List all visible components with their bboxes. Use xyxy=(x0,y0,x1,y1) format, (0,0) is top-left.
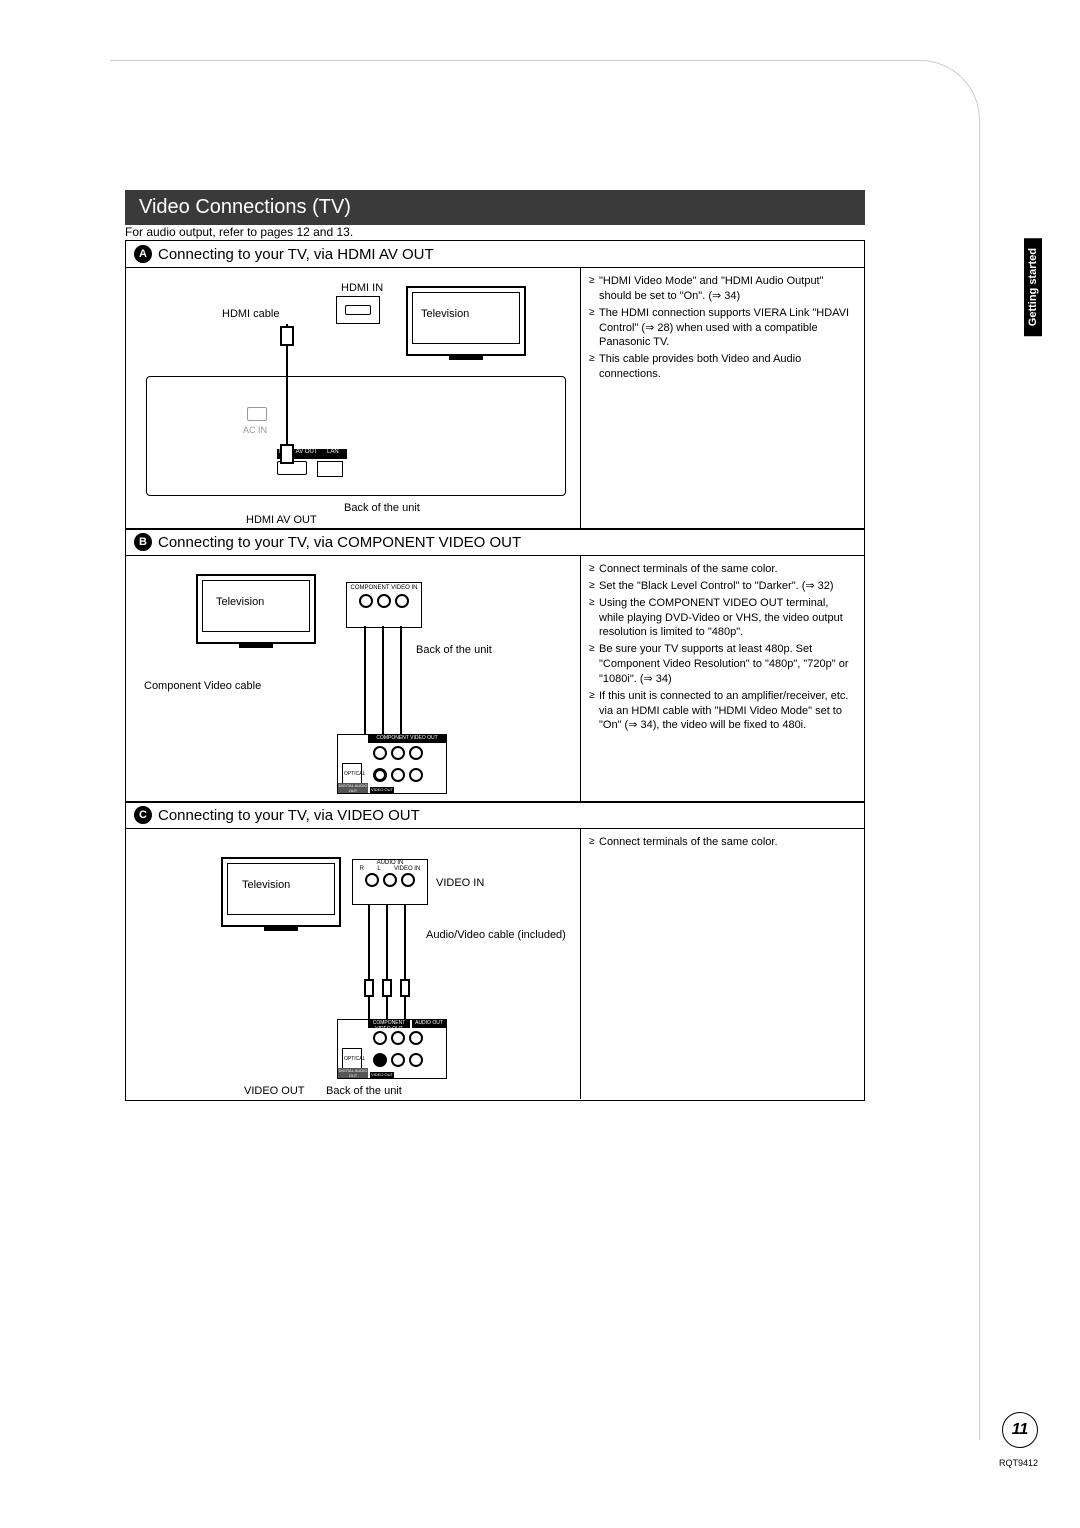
pcm-b: (PCM/BITSTREAM) xyxy=(338,793,374,798)
section-c: C Connecting to your TV, via VIDEO OUT T… xyxy=(125,801,865,1101)
note: Be sure your TV supports at least 480p. … xyxy=(589,642,856,687)
note: The HDMI connection supports VIERA Link … xyxy=(589,306,856,351)
note: Connect terminals of the same color. xyxy=(589,562,856,577)
section-title: Video Connections (TV) xyxy=(139,196,351,218)
television-label-c: Television xyxy=(242,879,290,891)
hdmi-av-out-label: HDMI AV OUT xyxy=(246,514,317,526)
tv-icon xyxy=(196,574,316,644)
lan-label: LAN xyxy=(327,449,339,455)
section-a-title: Connecting to your TV, via HDMI AV OUT xyxy=(158,246,434,263)
comp-video-in-label: COMPONENT VIDEO IN xyxy=(347,585,421,591)
comp-out-bar: COMPONENT VIDEO OUT xyxy=(368,735,446,743)
section-c-title-row: C Connecting to your TV, via VIDEO OUT xyxy=(126,802,864,829)
pcm-c: (PCM/BITSTREAM) xyxy=(338,1078,374,1083)
dig-audio-c: DIGITAL AUDIO OUT xyxy=(339,1068,368,1078)
section-b-notes: Connect terminals of the same color. Set… xyxy=(581,556,864,801)
ac-in-label: AC IN xyxy=(243,425,267,435)
unit-rear-b: COMPONENT VIDEO OUT OPTICAL DIGITAL AUDI… xyxy=(337,734,447,794)
unit-rear-c: COMPONENT VIDEO OUT AUDIO OUT OPTICAL DI… xyxy=(337,1019,447,1079)
video-out-label: VIDEO OUT xyxy=(244,1085,305,1097)
tv-hdmi-port xyxy=(336,296,380,324)
back-of-unit-b: Back of the unit xyxy=(416,644,492,656)
tv-icon xyxy=(221,857,341,927)
dig-audio-b: DIGITAL AUDIO OUT xyxy=(339,783,368,793)
section-a-notes: "HDMI Video Mode" and "HDMI Audio Output… xyxy=(581,268,864,528)
section-c-diagram: Television AUDIO IN R L VIDEO IN VIDEO I… xyxy=(126,829,581,1099)
unit-back-a: AC IN HDMI AV OUT LAN xyxy=(146,376,566,496)
av-cable-label: Audio/Video cable (included) xyxy=(426,929,566,942)
note: "HDMI Video Mode" and "HDMI Audio Output… xyxy=(589,274,856,304)
section-b-letter: B xyxy=(134,533,152,551)
video-out-bar-c: VIDEO OUT xyxy=(370,1072,394,1078)
section-b-title: Connecting to your TV, via COMPONENT VID… xyxy=(158,534,521,551)
hdmi-cable-label: HDMI cable xyxy=(222,308,279,320)
optical-label-c: OPTICAL xyxy=(344,1056,365,1062)
r-label: R xyxy=(360,866,364,872)
tv-av-in: AUDIO IN R L VIDEO IN xyxy=(352,859,428,905)
section-a-title-row: A Connecting to your TV, via HDMI AV OUT xyxy=(126,241,864,268)
section-b: B Connecting to your TV, via COMPONENT V… xyxy=(125,528,865,803)
component-cable-label: Component Video cable xyxy=(144,680,261,692)
section-c-title: Connecting to your TV, via VIDEO OUT xyxy=(158,807,420,824)
hdmi-in-label: HDMI IN xyxy=(341,282,383,294)
video-in-small: VIDEO IN xyxy=(394,866,420,872)
back-of-unit-c: Back of the unit xyxy=(326,1085,402,1097)
section-c-letter: C xyxy=(134,806,152,824)
television-label-b: Television xyxy=(216,596,264,608)
optical-label-b: OPTICAL xyxy=(344,771,365,777)
side-tab-getting-started: Getting started xyxy=(1024,238,1042,336)
section-a-letter: A xyxy=(134,245,152,263)
section-a-diagram: Television HDMI IN HDMI cable AC IN HDMI… xyxy=(126,268,581,528)
audio-output-note: For audio output, refer to pages 12 and … xyxy=(125,225,353,239)
note: Using the COMPONENT VIDEO OUT terminal, … xyxy=(589,596,856,641)
section-b-title-row: B Connecting to your TV, via COMPONENT V… xyxy=(126,529,864,556)
section-b-diagram: Television COMPONENT VIDEO IN Back of th… xyxy=(126,556,581,801)
audio-out-bar: AUDIO OUT xyxy=(412,1020,446,1028)
section-c-notes: Connect terminals of the same color. xyxy=(581,829,864,1099)
tv-component-in: COMPONENT VIDEO IN xyxy=(346,582,422,628)
video-in-label: VIDEO IN xyxy=(436,877,484,889)
television-label: Television xyxy=(421,308,469,320)
l-label: L xyxy=(377,866,380,872)
section-a: A Connecting to your TV, via HDMI AV OUT… xyxy=(125,240,865,530)
doc-code: RQT9412 xyxy=(999,1458,1038,1468)
section-header: Video Connections (TV) xyxy=(125,190,865,225)
note: Set the "Black Level Control" to "Darker… xyxy=(589,579,856,594)
tv-icon xyxy=(406,286,526,356)
note: Connect terminals of the same color. xyxy=(589,835,856,850)
page-number: 11 xyxy=(1002,1412,1038,1448)
video-out-bar-b: VIDEO OUT xyxy=(370,787,394,793)
back-of-unit-a: Back of the unit xyxy=(344,502,420,514)
note: If this unit is connected to an amplifie… xyxy=(589,689,856,734)
note: This cable provides both Video and Audio… xyxy=(589,352,856,382)
comp-out-bar-c: COMPONENT VIDEO OUT xyxy=(368,1020,410,1028)
